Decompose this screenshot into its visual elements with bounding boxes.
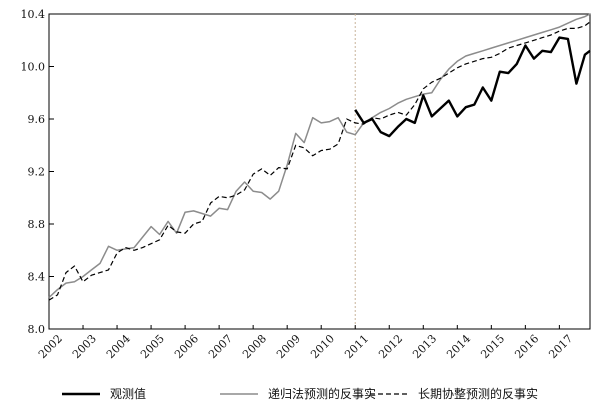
series-line-2 bbox=[48, 21, 591, 301]
y-tick-label: 8.4 bbox=[28, 271, 46, 284]
x-tick-label: 2008 bbox=[240, 332, 269, 361]
plot-frame bbox=[48, 13, 591, 330]
legend-label-2: 长期协整预测的反事实 bbox=[418, 386, 538, 401]
y-tick-label: 9.6 bbox=[28, 113, 46, 126]
series-line-1 bbox=[48, 13, 591, 299]
legend: 观测值 递归法预测的反事实 长期协整预测的反事实 bbox=[62, 386, 538, 401]
x-tick-label: 2013 bbox=[410, 332, 439, 361]
y-tick-label: 8.0 bbox=[28, 323, 46, 336]
legend-label-1: 递归法预测的反事实 bbox=[268, 386, 376, 401]
y-tick-label: 9.2 bbox=[28, 166, 46, 179]
x-tick-label: 2004 bbox=[104, 332, 133, 361]
x-tick-label: 2010 bbox=[308, 332, 337, 361]
x-tick-label: 2003 bbox=[70, 332, 99, 361]
x-tick-label: 2002 bbox=[36, 332, 65, 361]
x-tick-label: 2015 bbox=[478, 332, 507, 361]
x-tick-label: 2017 bbox=[546, 332, 575, 361]
x-tick-label: 2012 bbox=[376, 332, 405, 361]
x-tick-label: 2011 bbox=[342, 332, 371, 361]
y-tick-label: 8.8 bbox=[28, 218, 46, 231]
y-tick-label: 10.0 bbox=[21, 61, 46, 74]
legend-label-0: 观测值 bbox=[110, 386, 146, 401]
series-layer bbox=[48, 13, 591, 301]
x-tick-label: 2005 bbox=[138, 332, 167, 361]
x-tick-label: 2016 bbox=[512, 332, 541, 361]
x-axis-ticks: 2002 2003 2004 2005 2006 2007 2008 2009 2010 2011… bbox=[36, 325, 575, 361]
x-tick-label: 2007 bbox=[206, 332, 235, 361]
x-tick-label: 2006 bbox=[172, 332, 201, 361]
y-tick-label: 10.4 bbox=[21, 8, 46, 21]
axes bbox=[48, 13, 591, 330]
x-tick-label: 2014 bbox=[444, 332, 473, 361]
x-tick-label: 2009 bbox=[274, 332, 303, 361]
series-line-0 bbox=[354, 36, 591, 138]
y-axis-ticks: 8.0 8.4 8.8 9.2 9.6 10.0 10.4 bbox=[21, 8, 54, 336]
